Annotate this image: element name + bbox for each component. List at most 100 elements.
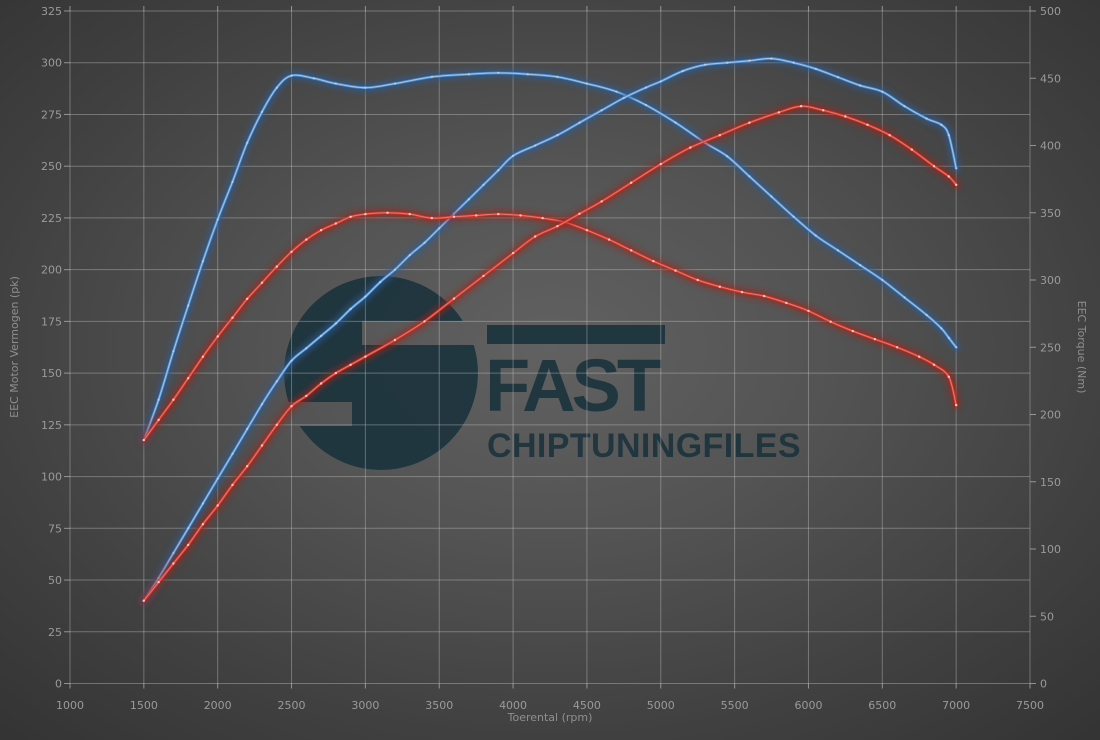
data-point-marker xyxy=(423,320,426,323)
data-point-marker xyxy=(290,405,293,408)
data-point-marker xyxy=(423,241,426,244)
data-point-marker xyxy=(275,380,278,383)
data-point-marker xyxy=(349,363,352,366)
data-point-marker xyxy=(364,212,367,216)
data-point-marker xyxy=(246,297,249,300)
x-tick-label: 3000 xyxy=(351,699,379,712)
data-point-marker xyxy=(918,355,921,358)
data-point-marker xyxy=(903,296,906,299)
data-point-marker xyxy=(903,105,906,108)
data-point-marker xyxy=(475,214,478,217)
data-point-marker xyxy=(955,346,958,349)
data-point-marker xyxy=(770,195,773,198)
data-point-marker xyxy=(873,338,877,341)
data-point-marker xyxy=(216,218,219,221)
data-point-marker xyxy=(393,338,397,342)
tick-labels: 1000 1500 2000 2500 3000 3500 4000 4500 5000 5500… xyxy=(41,5,1061,712)
data-point-marker xyxy=(888,134,891,137)
data-point-marker xyxy=(142,438,145,442)
data-point-marker xyxy=(275,86,278,89)
left-axis-title: EEC Motor Vermogen (pk) xyxy=(8,276,21,418)
data-point-marker xyxy=(231,180,234,183)
data-point-marker xyxy=(807,309,810,313)
data-point-marker xyxy=(319,382,323,385)
data-point-marker xyxy=(157,398,160,401)
data-point-marker xyxy=(467,198,470,201)
data-point-marker xyxy=(275,265,278,268)
data-point-marker xyxy=(305,394,308,398)
data-point-marker xyxy=(895,346,899,349)
data-point-marker xyxy=(814,234,817,237)
y-left-tick-label: 25 xyxy=(48,626,62,639)
data-point-marker xyxy=(334,322,337,325)
data-point-marker xyxy=(799,105,803,108)
data-point-marker xyxy=(201,355,205,358)
data-point-marker xyxy=(615,90,618,93)
data-point-marker xyxy=(630,249,633,252)
data-point-marker xyxy=(763,294,766,298)
data-point-marker xyxy=(881,90,884,93)
data-point-marker xyxy=(246,427,249,431)
data-point-marker xyxy=(585,82,589,85)
data-point-marker xyxy=(260,110,264,114)
data-point-marker xyxy=(312,77,315,80)
data-point-marker xyxy=(859,264,862,267)
y-right-tick-label: 350 xyxy=(1040,207,1061,220)
y-right-tick-label: 250 xyxy=(1040,341,1061,354)
data-point-marker xyxy=(622,96,625,100)
data-point-marker xyxy=(334,82,337,85)
x-tick-label: 4500 xyxy=(573,699,601,712)
x-tick-label: 5000 xyxy=(647,699,675,712)
data-point-marker xyxy=(430,216,433,220)
y-right-tick-label: 500 xyxy=(1040,5,1061,18)
data-point-marker xyxy=(674,269,677,272)
data-point-marker xyxy=(607,238,611,241)
data-point-marker xyxy=(844,115,847,118)
data-point-marker xyxy=(482,183,485,186)
data-point-marker xyxy=(947,375,950,378)
data-point-marker xyxy=(696,278,699,282)
y-left-tick-label: 100 xyxy=(41,471,62,484)
data-point-marker xyxy=(955,403,958,407)
data-point-marker xyxy=(452,297,456,300)
logo-sub-text: CHIPTUNINGFILES xyxy=(487,427,801,465)
curve-core-power-blue xyxy=(143,58,957,602)
data-point-marker xyxy=(726,61,729,64)
data-point-marker xyxy=(379,280,382,284)
data-point-marker xyxy=(497,71,500,75)
data-point-marker xyxy=(364,86,367,89)
data-point-marker xyxy=(748,121,751,124)
data-point-marker xyxy=(829,320,832,323)
data-point-marker xyxy=(334,222,337,225)
y-right-tick-label: 400 xyxy=(1040,140,1061,153)
data-point-marker xyxy=(932,165,936,168)
data-point-marker xyxy=(955,183,958,186)
y-left-tick-label: 275 xyxy=(41,108,62,121)
data-point-marker xyxy=(940,327,943,330)
data-point-marker xyxy=(578,121,581,124)
y-left-tick-label: 200 xyxy=(41,264,62,277)
series-power-blue xyxy=(139,54,961,606)
data-point-marker xyxy=(534,144,537,147)
data-point-marker xyxy=(364,295,367,298)
data-point-marker xyxy=(364,355,367,358)
data-point-marker xyxy=(703,63,707,66)
data-point-marker xyxy=(836,249,840,252)
y-left-tick-label: 325 xyxy=(41,5,62,18)
data-point-marker xyxy=(511,154,515,157)
data-point-marker xyxy=(814,67,817,71)
data-point-marker xyxy=(246,141,249,144)
data-point-marker xyxy=(851,329,854,333)
data-point-marker xyxy=(519,214,522,217)
data-point-marker xyxy=(482,274,485,278)
data-point-marker xyxy=(438,227,441,230)
data-point-marker xyxy=(947,134,950,137)
data-point-marker xyxy=(305,347,308,350)
data-point-marker xyxy=(172,350,175,353)
data-point-marker xyxy=(925,117,928,120)
data-point-marker xyxy=(187,377,190,380)
data-point-marker xyxy=(932,363,936,366)
data-point-marker xyxy=(497,169,500,172)
data-point-marker xyxy=(231,483,234,487)
